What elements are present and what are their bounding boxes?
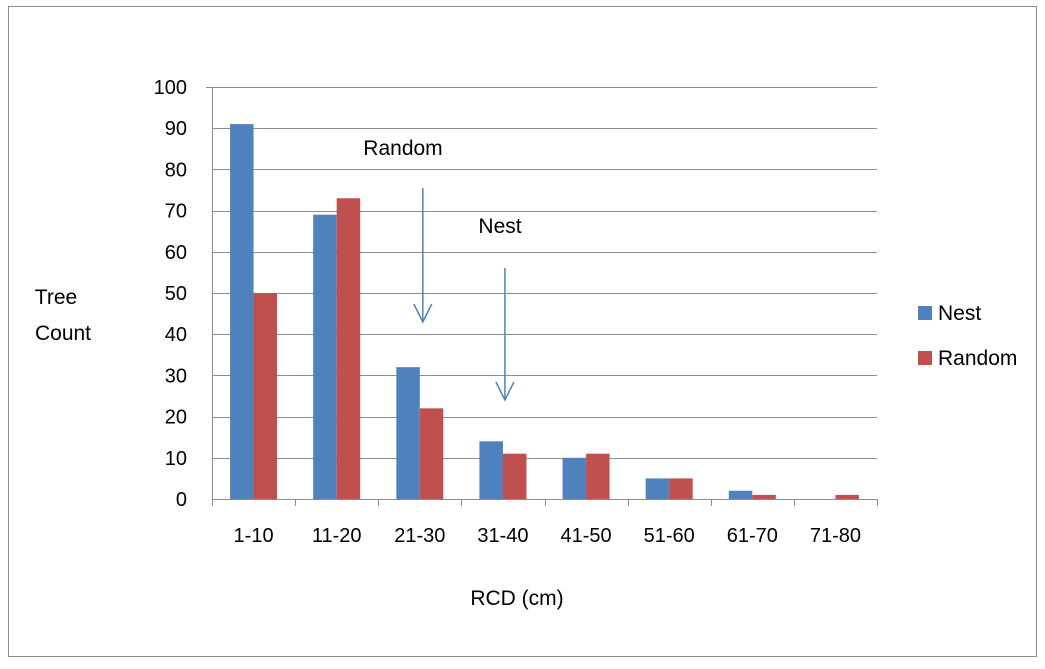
bar-random-11-20 <box>336 198 361 500</box>
x-axis-label: RCD (cm) <box>470 587 563 610</box>
y-tick-label-50: 50 <box>165 283 187 305</box>
bar-nest-41-50 <box>562 457 587 499</box>
x-tick-label-21-30: 21-30 <box>394 525 445 547</box>
bar-random-71-80 <box>835 494 859 499</box>
y-tick-label-0: 0 <box>176 489 187 511</box>
y-tick-label-40: 40 <box>165 324 187 346</box>
y-tick-label-70: 70 <box>165 201 187 223</box>
chart-border <box>8 6 1037 657</box>
y-tick-labels: 0 10 20 30 40 50 60 70 80 90 100 <box>154 77 187 511</box>
y-tick-label-20: 20 <box>165 407 187 429</box>
legend-label-random: Random <box>938 347 1017 370</box>
legend: Nest Random <box>918 302 1017 370</box>
bar-nest-61-70 <box>728 490 753 499</box>
bar-random-31-40 <box>502 453 527 499</box>
annotations: Random Nest <box>363 137 522 402</box>
y-tick-label-90: 90 <box>165 118 187 140</box>
bars <box>230 124 859 500</box>
bar-random-21-30 <box>419 408 444 499</box>
bar-nest-11-20 <box>313 214 337 499</box>
gridlines <box>212 87 877 459</box>
annotation-nest: Nest <box>478 215 521 238</box>
bar-random-61-70 <box>752 494 776 499</box>
y-tick-label-100: 100 <box>154 77 187 99</box>
y-tick-label-80: 80 <box>165 159 187 181</box>
y-tick-label-30: 30 <box>165 365 187 387</box>
bar-nest-51-60 <box>645 478 670 499</box>
y-tick-label-10: 10 <box>165 448 187 470</box>
x-tick-label-41-50: 41-50 <box>560 525 611 547</box>
y-axis-label-line-1: Tree <box>35 286 77 309</box>
bar-nest-1-10 <box>230 124 254 499</box>
annotation-random: Random <box>363 137 442 160</box>
x-tick-label-1-10: 1-10 <box>234 525 274 547</box>
x-tick-labels: 1-10 11-20 21-30 31-40 41-50 51-60 61-70 71-80 <box>234 525 861 547</box>
bar-random-41-50 <box>586 453 610 499</box>
x-tick-label-11-20: 11-20 <box>312 525 362 547</box>
annotation-arrow-head-nest <box>495 381 515 402</box>
x-tick-label-31-40: 31-40 <box>477 525 528 547</box>
y-tick-label-60: 60 <box>165 242 187 264</box>
axes <box>206 87 878 506</box>
legend-swatch-nest <box>918 306 932 320</box>
x-tick-label-51-60: 51-60 <box>644 525 695 547</box>
bar-nest-21-30 <box>396 367 420 499</box>
x-tick-label-71-80: 71-80 <box>810 525 861 547</box>
annotation-arrow-head-random <box>413 303 433 324</box>
bar-nest-31-40 <box>479 441 503 499</box>
bar-random-51-60 <box>669 478 693 499</box>
y-axis-label-line-2: Count <box>35 322 91 345</box>
legend-swatch-random <box>918 351 932 365</box>
legend-label-nest: Nest <box>938 302 981 325</box>
x-tick-label-61-70: 61-70 <box>727 525 778 547</box>
bar-random-1-10 <box>253 293 278 499</box>
